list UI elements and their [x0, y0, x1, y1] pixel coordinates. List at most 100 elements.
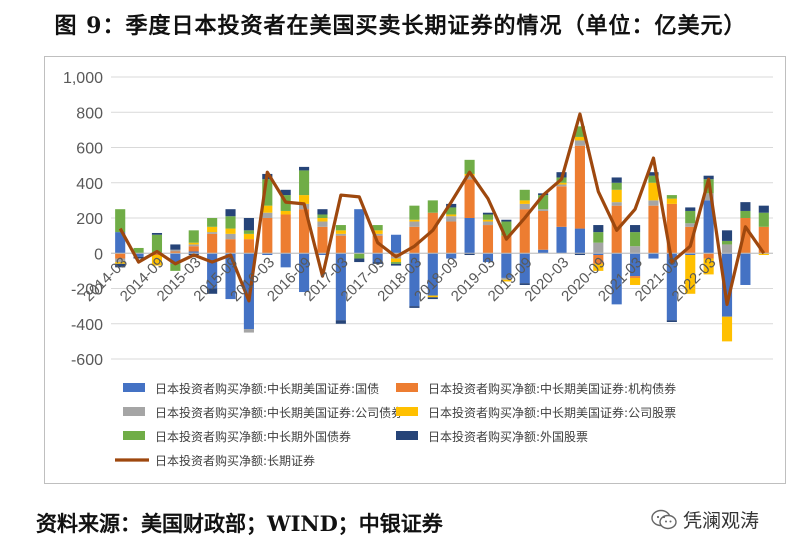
- bar-segment: [372, 225, 383, 231]
- bar-segment: [335, 235, 346, 254]
- bar-segment: [225, 216, 236, 229]
- bar-segment: [446, 253, 457, 259]
- bar-segment: [207, 218, 218, 227]
- bar-segment: [758, 212, 769, 227]
- bar-segment: [685, 207, 696, 211]
- bar-segment: [685, 226, 696, 254]
- bar-segment: [630, 232, 641, 247]
- bar-segment: [243, 233, 254, 240]
- bar-segment: [538, 195, 549, 210]
- bar-segment: [630, 246, 641, 254]
- legend-label: 日本投资者购买净额:长期证券: [155, 453, 315, 468]
- y-tick-label: 1,000: [63, 70, 103, 87]
- bar-segment: [170, 263, 181, 271]
- bar-segment: [372, 262, 383, 264]
- bar-segment: [611, 202, 622, 206]
- bar-segment: [317, 218, 328, 222]
- bar-segment: [243, 218, 254, 231]
- bar-segment: [372, 230, 383, 234]
- bar-segment: [207, 253, 218, 289]
- legend-swatch: [123, 383, 145, 392]
- bar-segment: [574, 253, 585, 256]
- bar-segment: [188, 242, 199, 245]
- bar-segment: [721, 316, 733, 342]
- bar-segment: [593, 255, 604, 264]
- bar-segment: [648, 175, 659, 183]
- bar-segment: [299, 166, 310, 171]
- bar-segment: [354, 209, 365, 254]
- bar-segment: [482, 219, 494, 222]
- bar-segment: [685, 253, 696, 256]
- bar-segment: [611, 182, 622, 190]
- bar-segment: [115, 209, 126, 233]
- y-tick-label: 0: [94, 246, 103, 263]
- bar-segment: [262, 218, 273, 254]
- bar-segment: [335, 233, 346, 236]
- chart-title: 图 9：季度日本投资者在美国买卖长期证券的情况（单位：亿美元）: [54, 13, 747, 39]
- bar-segment: [519, 203, 530, 210]
- bar-segment: [335, 225, 346, 231]
- total-line: [118, 112, 766, 306]
- bar-segment: [390, 234, 402, 254]
- bar-segment: [574, 228, 585, 254]
- bar-segment: [758, 226, 769, 254]
- bar-segment: [280, 214, 291, 254]
- legend-swatch: [396, 431, 418, 440]
- bar-segment: [446, 207, 457, 215]
- bar-segment: [519, 209, 530, 254]
- bar-segment: [409, 221, 420, 227]
- bar-segment: [538, 249, 549, 254]
- bar-segment: [630, 253, 641, 277]
- bar-segment: [464, 179, 475, 218]
- bar-segment: [593, 242, 604, 254]
- legend-swatch: [396, 407, 418, 416]
- bar-segment: [280, 189, 291, 196]
- bar-segment: [703, 193, 714, 201]
- bar-segment: [317, 214, 328, 218]
- watermark-text: 凭澜观涛: [683, 510, 760, 532]
- bar-segment: [446, 216, 457, 222]
- bar-segment: [482, 214, 494, 220]
- bar-segment: [280, 210, 291, 215]
- legend-label: 日本投资者购买净额:中长期美国证券:公司股票: [428, 405, 676, 420]
- bar-segment: [225, 233, 236, 240]
- bar-segment: [225, 239, 236, 254]
- bar-segment: [133, 253, 144, 257]
- bar-segment: [354, 258, 365, 263]
- bar-segment: [464, 218, 475, 254]
- bar-segment: [556, 184, 567, 187]
- bar-segment: [354, 253, 365, 259]
- bar-segment: [501, 253, 512, 278]
- bar-segment: [611, 253, 622, 305]
- bar-segment: [574, 145, 585, 229]
- bar-segment: [740, 210, 751, 218]
- legend-swatch: [123, 407, 145, 416]
- bar-segment: [758, 205, 769, 213]
- y-tick-label: 800: [76, 105, 103, 122]
- bar-segment: [409, 253, 420, 307]
- bar-segment: [427, 297, 438, 300]
- legend-label: 日本投资者购买净额:中长期美国证券:公司债券: [155, 405, 403, 420]
- bar-segment: [740, 202, 751, 211]
- bar-segment: [446, 214, 457, 217]
- bar-segment: [243, 329, 254, 333]
- bar-segment: [299, 195, 310, 204]
- bar-segment: [482, 225, 494, 254]
- bar-segment: [317, 209, 328, 215]
- bar-segment: [556, 226, 567, 254]
- bar-segment: [335, 253, 346, 321]
- bar-segment: [151, 232, 163, 235]
- bar-segment: [593, 253, 604, 256]
- bar-segment: [427, 200, 438, 213]
- legend-swatch: [396, 383, 418, 392]
- bar-segment: [593, 225, 604, 233]
- bar-segment: [225, 228, 236, 234]
- watermark: 凭澜观涛: [651, 506, 759, 533]
- bar-segment: [648, 182, 659, 201]
- bar-segment: [170, 244, 181, 250]
- bar-segment: [446, 203, 457, 208]
- bar-segment: [115, 263, 126, 268]
- bar-segment: [427, 212, 438, 254]
- bar-segment: [538, 209, 549, 211]
- bar-segment: [703, 175, 714, 180]
